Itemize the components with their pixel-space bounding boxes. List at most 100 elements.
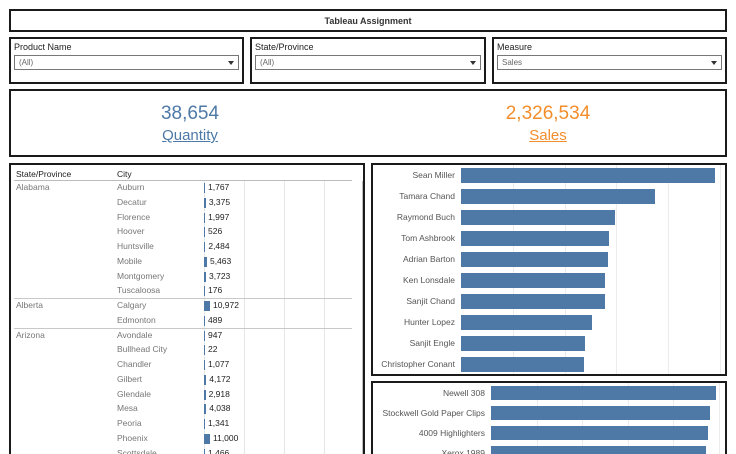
- state-province-dropdown[interactable]: (All): [255, 55, 481, 70]
- bar[interactable]: [461, 315, 592, 330]
- state-cell: Alabama: [16, 182, 50, 192]
- bar[interactable]: [461, 231, 610, 246]
- value-bar[interactable]: [204, 419, 205, 429]
- city-cell: Decatur: [117, 196, 147, 207]
- table-row[interactable]: Bullhead City 22: [14, 343, 352, 358]
- category-label: Sean Miller: [412, 170, 455, 180]
- bar[interactable]: [491, 446, 707, 454]
- value-bar[interactable]: [204, 212, 206, 223]
- table-row[interactable]: Peoria 1,341: [14, 417, 352, 432]
- table-row[interactable]: Gilbert 4,172: [14, 373, 352, 388]
- value-cell: 526: [208, 226, 223, 237]
- bar[interactable]: [491, 426, 708, 440]
- filter-label: State/Province: [255, 42, 314, 52]
- table-row[interactable]: Montgomery 3,723: [14, 270, 352, 285]
- table-row[interactable]: Glendale 2,918: [14, 388, 352, 403]
- sales-label[interactable]: Sales: [529, 127, 567, 144]
- quantity-value: 38,654: [160, 103, 220, 124]
- value-bar[interactable]: [204, 433, 210, 444]
- category-label: Sanjit Engle: [409, 338, 455, 348]
- value-bar[interactable]: [204, 301, 210, 311]
- value-bar[interactable]: [204, 360, 205, 370]
- table-row[interactable]: Florence 1,997: [14, 211, 352, 226]
- table-row[interactable]: Alberta Calgary 10,972: [14, 299, 352, 314]
- city-cell: Montgomery: [117, 270, 165, 281]
- value-bar[interactable]: [204, 183, 205, 193]
- dropdown-value: (All): [260, 58, 275, 67]
- chevron-down-icon[interactable]: [711, 60, 717, 65]
- category-label: Tamara Chand: [399, 191, 455, 201]
- table-row[interactable]: Tuscaloosa 176: [14, 284, 352, 299]
- table-scrollbar[interactable]: [362, 181, 363, 454]
- gridline: [668, 165, 670, 374]
- table-body: Alabama Auburn 1,767 Decatur 3,375 Florence 1,…: [14, 181, 352, 454]
- value-bar[interactable]: [204, 242, 206, 252]
- city-cell: Peoria: [117, 418, 142, 428]
- value-bar[interactable]: [204, 315, 205, 326]
- table-row[interactable]: Phoenix 11,000: [14, 432, 352, 447]
- chevron-down-icon[interactable]: [470, 60, 476, 65]
- measure-dropdown[interactable]: Sales: [497, 55, 722, 70]
- table-row[interactable]: Alabama Auburn 1,767: [14, 181, 352, 196]
- bar[interactable]: [461, 168, 716, 183]
- bar[interactable]: [461, 210, 615, 225]
- dashboard-title: Tableau Assignment: [324, 15, 412, 26]
- value-cell: 2,484: [208, 241, 230, 251]
- filter-measure: Measure Sales: [492, 37, 727, 84]
- value-bar[interactable]: [204, 448, 205, 454]
- bar[interactable]: [461, 252, 608, 267]
- table-row[interactable]: Mobile 5,463: [14, 255, 352, 270]
- value-cell: 1,077: [208, 359, 230, 369]
- value-bar[interactable]: [204, 374, 207, 385]
- state-column-header[interactable]: State/Province: [16, 169, 72, 179]
- city-cell: Mesa: [117, 403, 138, 414]
- value-bar[interactable]: [204, 271, 207, 282]
- bar[interactable]: [461, 357, 585, 372]
- filter-label: Measure: [497, 42, 533, 52]
- value-bar[interactable]: [204, 345, 205, 356]
- value-bar[interactable]: [204, 197, 206, 208]
- product-name-dropdown[interactable]: (All): [14, 55, 239, 70]
- city-cell: Auburn: [117, 182, 145, 192]
- bar[interactable]: [461, 336, 585, 351]
- value-bar[interactable]: [204, 286, 205, 297]
- quantity-label[interactable]: Quantity: [162, 127, 218, 144]
- kpi-sales: 2,326,534 Sales: [428, 103, 668, 144]
- city-cell: Mobile: [117, 255, 143, 266]
- table-row[interactable]: Arizona Avondale 947: [14, 329, 352, 344]
- table-row[interactable]: Mesa 4,038: [14, 402, 352, 417]
- bar[interactable]: [461, 189, 655, 204]
- table-row[interactable]: Edmonton 489: [14, 314, 352, 329]
- bar[interactable]: [491, 386, 716, 400]
- bar[interactable]: [461, 294, 605, 309]
- table-row[interactable]: Hoover 526: [14, 225, 352, 240]
- value-cell: 10,972: [212, 300, 239, 310]
- table-row[interactable]: Huntsville 2,484: [14, 240, 352, 255]
- table-row[interactable]: Decatur 3,375: [14, 196, 352, 211]
- city-cell: Edmonton: [117, 314, 156, 325]
- chevron-down-icon[interactable]: [228, 60, 234, 65]
- city-column-header[interactable]: City: [117, 169, 132, 179]
- category-label: Raymond Buch: [396, 212, 455, 222]
- category-label: Xerox 1989: [441, 448, 485, 454]
- value-bar[interactable]: [204, 404, 207, 415]
- kpi-panel: 38,654 Quantity 2,326,534 Sales: [9, 89, 727, 157]
- city-cell: Gilbert: [117, 373, 143, 384]
- value-bar[interactable]: [204, 389, 206, 400]
- value-bar[interactable]: [204, 227, 205, 238]
- value-cell: 489: [208, 314, 223, 325]
- value-bar[interactable]: [204, 330, 205, 341]
- value-bar[interactable]: [204, 256, 207, 267]
- value-cell: 11,000: [213, 432, 239, 443]
- filter-product-name: Product Name (All): [9, 37, 244, 84]
- city-cell: Chandler: [117, 359, 152, 369]
- kpi-quantity: 38,654 Quantity: [70, 103, 310, 144]
- table-row[interactable]: Scottsdale 1,466: [14, 447, 352, 454]
- category-label: Adrian Barton: [403, 254, 455, 264]
- city-cell: Calgary: [117, 300, 147, 310]
- bar[interactable]: [461, 273, 605, 288]
- bar[interactable]: [491, 406, 710, 420]
- gridline: [720, 165, 721, 374]
- category-label: Christopher Conant: [381, 359, 455, 369]
- table-row[interactable]: Chandler 1,077: [14, 358, 352, 373]
